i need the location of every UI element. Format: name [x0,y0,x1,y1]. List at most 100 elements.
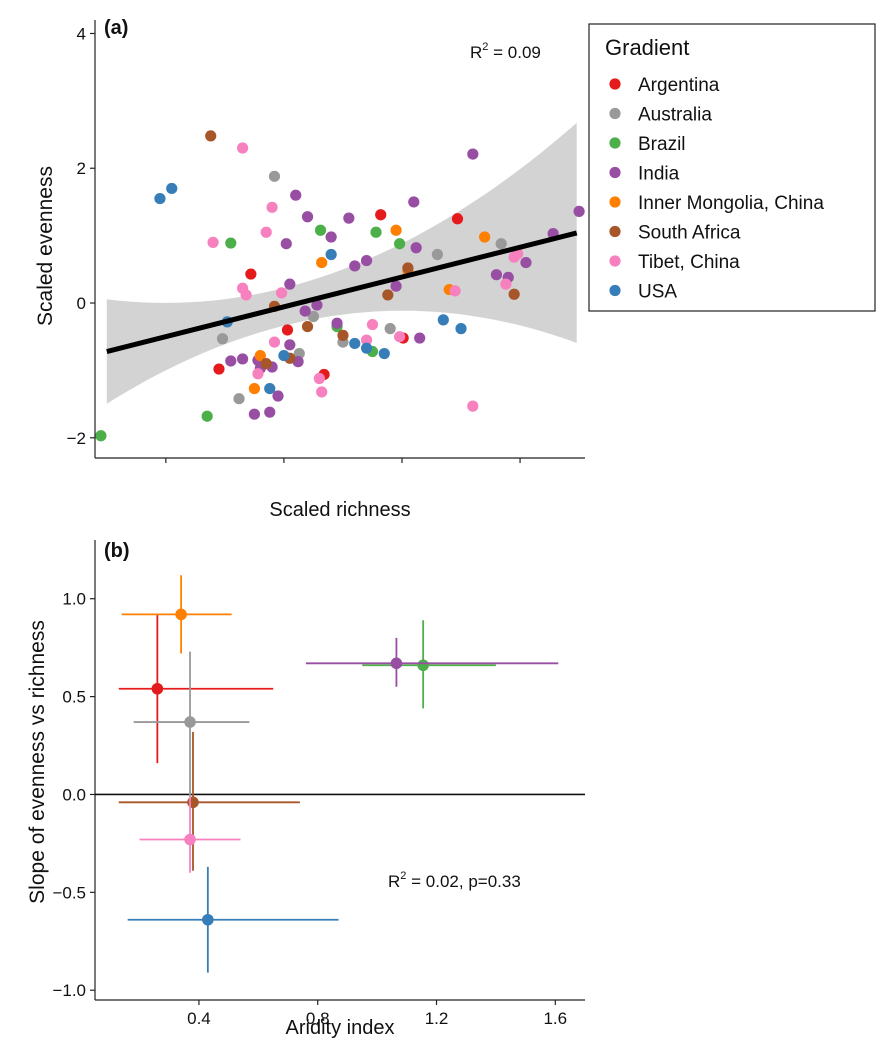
point-tibet-china [360,334,373,346]
point-tibet-china [268,336,281,348]
point-inner-mongolia-china [248,382,260,395]
legend-label: South Africa [638,223,741,244]
y-tick-label: 2 [77,159,86,178]
point-brazil [314,224,327,236]
panel-a-points [95,130,585,442]
panel-a-axes: 4 2 0 −2 [67,20,585,463]
point-usa [202,913,214,926]
point-india [410,242,422,254]
point-usa [166,182,178,195]
point-tibet-china [207,236,219,248]
point-tibet-china [467,400,479,412]
point-india [325,231,337,243]
point-south-africa [382,289,394,301]
point-india [311,299,323,311]
point-australia [216,333,229,345]
panel-b: 1.0 0.5 0.0 −0.5 −1.0 0.4 0.8 1.2 1.6 (b) R2 = 0… [26,540,585,1039]
point-inner-mongolia-china [390,224,402,236]
fit-line [106,230,578,354]
errorbar-india [305,637,559,687]
legend-label: USA [638,282,677,303]
legend-label: Australia [638,105,712,126]
point-australia [268,170,281,182]
point-india [272,390,284,402]
point-india [236,353,249,365]
legend-label: Brazil [638,134,686,155]
point-australia [495,238,507,250]
point-south-africa [301,321,314,333]
point-tibet-china [313,372,325,385]
point-inner-mongolia-china [479,231,491,243]
x-tick-label: 1.2 [425,1009,449,1028]
point-south-africa [187,796,199,809]
point-tibet-china [316,386,328,398]
point-south-africa [205,130,217,142]
point-india [284,278,296,290]
point-usa [378,347,390,360]
point-australia [384,323,396,335]
point-india [301,211,314,223]
panel-b-y-label: Slope of evenness vs richness [26,620,49,904]
point-india [248,408,260,420]
confidence-band [106,122,577,404]
legend-key [609,196,621,208]
point-australia [307,310,320,323]
point-india [225,355,237,367]
legend-key [609,78,621,90]
point-inner-mongolia-china [254,349,266,362]
point-argentina [213,363,225,375]
y-tick-label: 0.5 [62,688,86,707]
point-south-africa [402,262,414,274]
point-south-africa [337,329,349,341]
x-tick-label: 0.8 [306,1009,330,1028]
errorbar-south-africa [118,731,300,871]
point-argentina [245,268,257,280]
legend-label: Tibet, China [638,252,740,273]
point-tibet-china [252,368,264,380]
errorbar-inner-mongolia-china [121,575,232,654]
panel-a-label: (a) [104,17,128,39]
point-usa [278,349,290,362]
point-inner-mongolia-china [175,608,187,621]
point-argentina [151,682,164,695]
legend-key [609,166,621,179]
legend-label: India [638,164,680,185]
legend-key [609,255,621,267]
legend-title: Gradient [605,35,689,60]
point-australia [233,393,245,405]
point-india [343,212,355,224]
legend-box [588,23,876,312]
panel-a-r2: R2 = 0.09 [470,41,541,62]
errorbar-tibet-china [139,796,241,873]
ci-band-area [106,122,577,404]
point-tibet-china [266,201,278,213]
point-australia [431,248,444,261]
point-india [490,269,503,281]
legend-key [609,137,621,149]
point-inner-mongolia-china [316,256,328,269]
y-tick-label: −0.5 [52,883,86,902]
point-india [390,657,403,670]
point-brazil [201,410,213,422]
point-india [408,196,420,208]
errorbar-argentina [118,614,274,764]
panel-a: 4 2 0 −2 (a) R2 = 0.09 Scaled richness Scal… [34,17,585,521]
legend-label: Argentina [638,75,720,96]
legend-key [609,225,621,238]
point-brazil [225,237,237,249]
legend-key [609,284,621,297]
point-brazil [370,226,382,238]
panel-b-axes: 1.0 0.5 0.0 −0.5 −1.0 0.4 0.8 1.2 1.6 [52,540,585,1028]
point-tibet-china [500,278,512,290]
point-india [264,406,276,418]
point-india [467,148,479,160]
y-tick-label: 4 [77,24,86,43]
point-india [573,205,585,217]
point-brazil [394,238,406,250]
point-tibet-china [449,285,461,297]
panel-b-label: (b) [104,540,130,562]
point-usa [154,192,166,205]
point-tibet-china [275,287,288,299]
errorbar-brazil [362,620,496,709]
